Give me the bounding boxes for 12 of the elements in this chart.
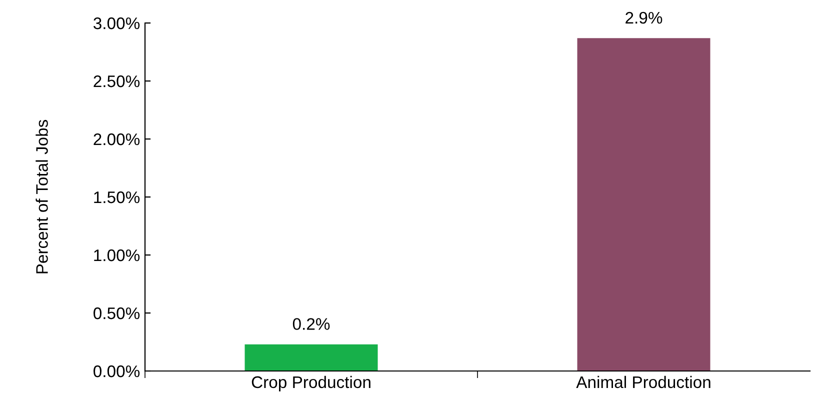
y-tick-label: 1.00% — [94, 249, 140, 262]
y-tick-label: 2.50% — [94, 75, 140, 88]
y-tick-label: 1.50% — [94, 191, 140, 204]
y-tick-label: 0.00% — [94, 365, 140, 378]
data-label: 2.9% — [626, 12, 662, 24]
x-tick-label: Animal Production — [576, 376, 710, 388]
y-tick-label: 3.00% — [94, 17, 140, 30]
x-tick-label: Crop Production — [252, 376, 370, 392]
data-label: 0.2% — [292, 318, 330, 330]
y-axis-title: Percent of Total Jobs — [36, 120, 48, 274]
y-tick-label: 2.00% — [94, 133, 140, 146]
y-tick-label: 0.50% — [94, 307, 140, 320]
